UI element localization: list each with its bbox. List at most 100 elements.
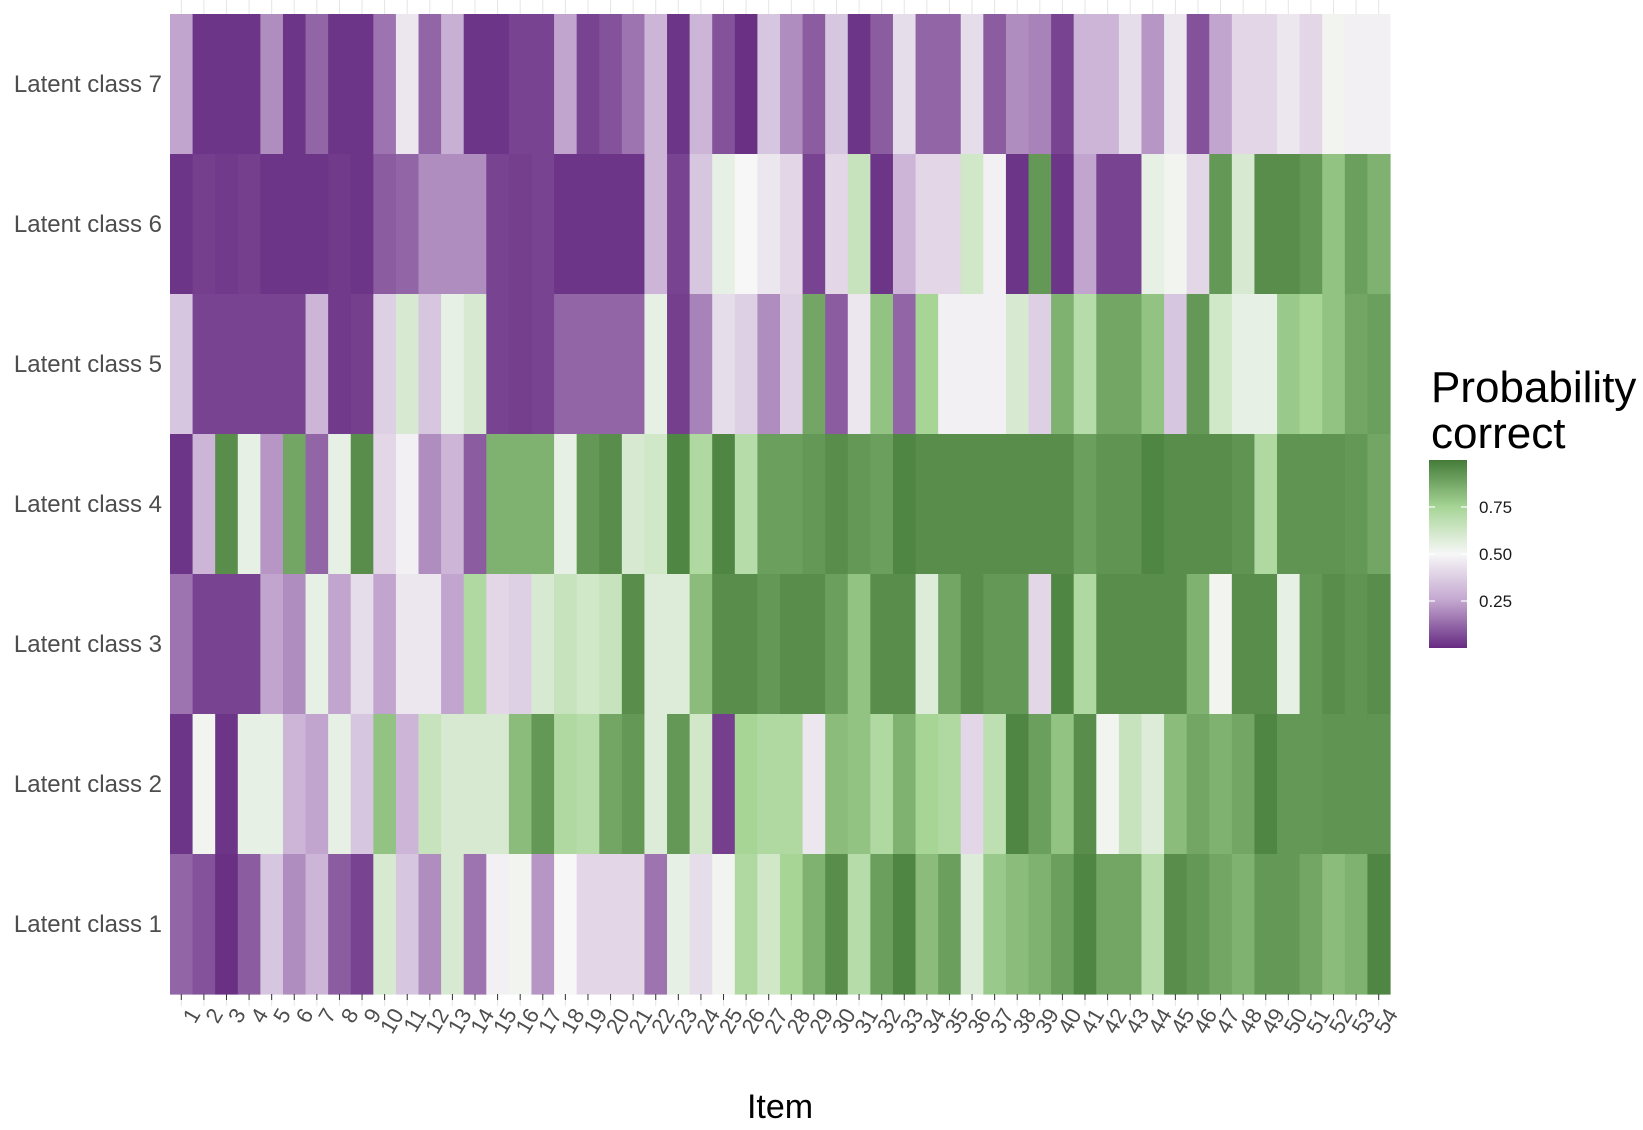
heatmap-cell [260,714,284,855]
heatmap-cell [395,154,420,295]
heatmap-cell [305,154,329,295]
heatmap-cell [1367,14,1391,155]
heatmap-cell [328,574,352,715]
heatmap-cell [757,434,781,575]
legend-ticks: 0.75 0.50 0.25 [1429,498,1512,611]
heatmap-cell [237,154,261,295]
heatmap-cell [1344,574,1368,715]
heatmap-cell [1209,434,1233,575]
heatmap-cell [170,854,194,995]
heatmap-cell [1344,154,1368,295]
heatmap-cell [373,294,397,435]
heatmap-cell [395,854,420,995]
heatmap-cell [847,14,871,155]
heatmap-cell [531,854,555,995]
heatmap-cell [1231,14,1256,155]
heatmap-cell [508,14,533,155]
heatmap-cell [1073,714,1097,855]
heatmap-cell [1322,14,1346,155]
heatmap-cell [1277,714,1301,855]
heatmap-cell [1299,714,1323,855]
heatmap-cell [689,574,713,715]
heatmap-cell [1005,294,1030,435]
heatmap-cell [215,434,239,575]
heatmap-cell [576,294,600,435]
heatmap-cell [418,14,442,155]
heatmap-cells [170,14,1391,995]
heatmap-cell [486,854,510,995]
heatmap-cell [1254,434,1278,575]
heatmap-cell [847,714,871,855]
heatmap-cell [1141,14,1165,155]
heatmap-cell [237,434,261,575]
heatmap-cell [1367,574,1391,715]
heatmap-cell [192,854,216,995]
heatmap-cell [192,154,216,295]
heatmap-cell [305,14,329,155]
legend-colorbar [1429,460,1467,648]
heatmap-cell [1367,294,1391,435]
heatmap-cell [1254,574,1278,715]
heatmap-cell [644,574,668,715]
heatmap-cell [1322,574,1346,715]
heatmap-cell [260,14,284,155]
heatmap-cell [915,154,939,295]
heatmap-cell [938,14,962,155]
heatmap-cell [892,574,917,715]
heatmap-cell [328,14,352,155]
heatmap-cell [554,14,578,155]
heatmap-cell [486,714,510,855]
heatmap-cell [1322,714,1346,855]
heatmap-cell [1141,154,1165,295]
heatmap-cell [215,14,239,155]
x-axis-title: Item [747,1088,813,1126]
heatmap-cell [757,294,781,435]
heatmap-cell [531,154,555,295]
heatmap-cell [915,294,939,435]
heatmap-cell [734,574,758,715]
heatmap-cell [373,714,397,855]
heatmap-cell [825,294,849,435]
heatmap-cell [260,294,284,435]
heatmap-cell [1028,854,1052,995]
heatmap-cell [667,574,691,715]
heatmap-cell [1344,854,1368,995]
heatmap-cell [689,434,713,575]
heatmap-cell [508,854,533,995]
heatmap-cell [463,294,487,435]
heatmap-cell [508,154,533,295]
heatmap-cell [712,154,736,295]
heatmap-cell [689,714,713,855]
heatmap-cell [282,154,307,295]
heatmap-cell [892,854,917,995]
heatmap-cell [170,574,194,715]
heatmap-cell [418,854,442,995]
heatmap-cell [170,14,194,155]
heatmap-cell [1254,714,1278,855]
heatmap-cell [1367,434,1391,575]
heatmap-cell [1141,714,1165,855]
heatmap-cell [712,854,736,995]
heatmap-cell [892,154,917,295]
heatmap-cell [644,154,668,295]
heatmap-cell [847,434,871,575]
heatmap-cell [599,294,623,435]
heatmap-cell [1118,294,1143,435]
heatmap-cell [282,294,307,435]
heatmap-cell [237,574,261,715]
heatmap-cell [1254,14,1278,155]
heatmap-cell [1073,14,1097,155]
heatmap-cell [192,14,216,155]
heatmap-cell [1005,854,1030,995]
heatmap-cell [192,294,216,435]
heatmap-cell [1186,154,1210,295]
heatmap-cell [237,854,261,995]
heatmap-cell [1231,854,1256,995]
heatmap-cell [757,854,781,995]
heatmap-cell [1322,154,1346,295]
heatmap-cell [1209,574,1233,715]
heatmap-cell [802,854,826,995]
heatmap-cell [825,854,849,995]
heatmap-cell [1164,714,1188,855]
heatmap-cell [780,14,804,155]
